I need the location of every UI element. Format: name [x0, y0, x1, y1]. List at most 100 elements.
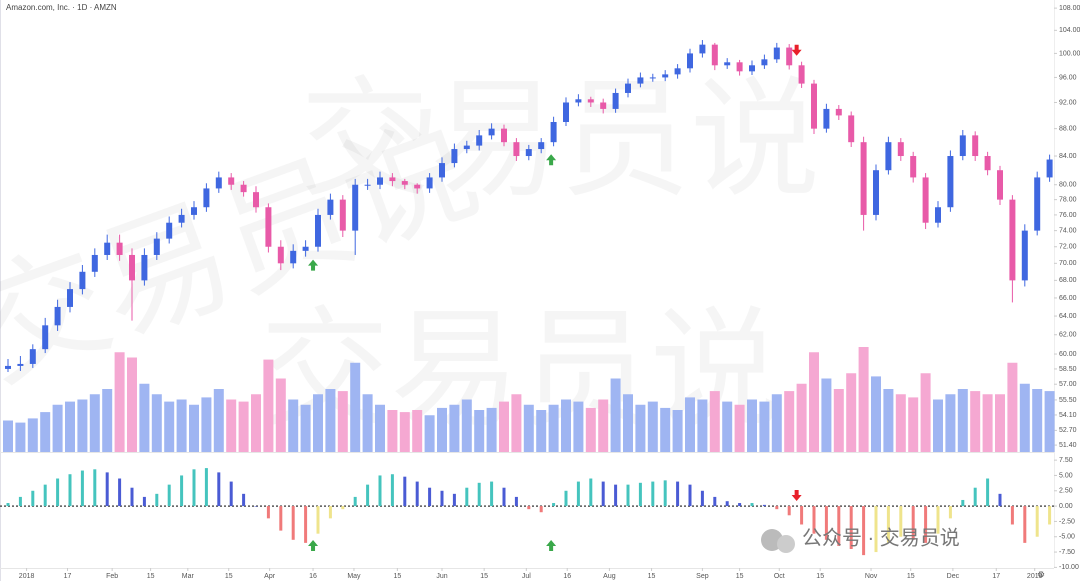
- oscillator-bar: [403, 476, 407, 507]
- volume-bar: [437, 407, 447, 452]
- x-tick-label: 16: [309, 573, 317, 580]
- x-tick-label: Sep: [696, 573, 709, 580]
- oscillator-bar: [948, 506, 952, 519]
- y-tick-label: 68.00: [1059, 277, 1077, 284]
- candle-body: [662, 74, 669, 78]
- candle-body: [141, 254, 148, 281]
- y-tick-label: -10.00: [1059, 564, 1079, 571]
- oscillator-bar: [390, 474, 394, 507]
- oscillator-bar: [564, 490, 568, 507]
- candle-body: [17, 363, 24, 366]
- candle-body: [1034, 177, 1041, 231]
- volume-bar: [771, 394, 782, 452]
- candle-body: [563, 102, 569, 122]
- candle-body: [389, 177, 396, 182]
- volume-bar: [623, 394, 633, 452]
- candle-body: [439, 163, 445, 178]
- oscillator-bar: [229, 481, 233, 507]
- volume-bar: [1019, 383, 1030, 452]
- y-tick-label: 2.50: [1059, 488, 1073, 495]
- candle-body: [104, 242, 111, 255]
- x-tick-label: 15: [816, 573, 824, 580]
- x-tick-label: Dec: [947, 573, 960, 580]
- y-tick-label: 72.00: [1059, 244, 1077, 251]
- volume-bar: [313, 394, 323, 452]
- candle-body: [1021, 230, 1028, 281]
- volume-bar: [499, 401, 509, 452]
- signal-arrow: [308, 259, 319, 271]
- oscillator-bar: [886, 506, 890, 543]
- oscillator-bar: [1023, 506, 1027, 543]
- y-tick-label: 88.00: [1059, 125, 1077, 132]
- volume-bar: [895, 394, 906, 452]
- oscillator-bar: [217, 472, 221, 507]
- volume-bar: [486, 407, 497, 452]
- signal-arrow: [546, 154, 557, 166]
- volume-bar: [474, 410, 485, 452]
- volume-bar: [201, 397, 212, 452]
- candle-body: [339, 199, 346, 231]
- candle-body: [525, 149, 532, 157]
- volume-bar: [759, 401, 770, 452]
- volume-bar: [52, 404, 63, 452]
- candle-body: [451, 149, 458, 164]
- volume-bar: [685, 397, 695, 452]
- y-tick-label: -2.50: [1059, 518, 1075, 525]
- volume-bar: [1032, 389, 1043, 452]
- volume-bar: [598, 399, 609, 452]
- oscillator-bar: [800, 506, 804, 525]
- candle-body: [29, 349, 36, 364]
- volume-bar: [697, 399, 708, 452]
- candle-body: [414, 184, 421, 189]
- y-tick-label: -7.50: [1059, 549, 1075, 556]
- volume-bar: [399, 412, 410, 452]
- candle-body: [873, 170, 879, 215]
- logo-text: 公众号 · 交易员说: [802, 526, 960, 549]
- volume-bar: [449, 404, 460, 452]
- oscillator-bar: [353, 496, 357, 507]
- oscillator-bar: [514, 496, 518, 507]
- volume-bar: [27, 418, 38, 452]
- candle-body: [947, 156, 954, 208]
- volume-bar: [226, 399, 237, 452]
- candle-body: [191, 207, 197, 215]
- volume-bar: [114, 352, 125, 452]
- oscillator-bar: [973, 487, 977, 507]
- volume-bar: [337, 391, 348, 452]
- oscillator-bar: [576, 481, 580, 507]
- oscillator-bar: [601, 481, 605, 507]
- volume-bar: [610, 378, 621, 452]
- oscillator-bar: [155, 493, 159, 507]
- x-tick-label: 15: [907, 573, 915, 580]
- candle-body: [253, 192, 259, 208]
- x-tick-label: Jul: [522, 573, 531, 580]
- oscillator-bar: [502, 487, 506, 507]
- candle-body: [811, 83, 817, 129]
- candle-body: [240, 184, 247, 193]
- y-tick-label: 55.50: [1059, 397, 1077, 404]
- candle-body: [910, 156, 917, 178]
- volume-bar: [15, 422, 26, 452]
- oscillator-bar: [1010, 506, 1014, 525]
- candle-body: [5, 365, 11, 369]
- candle-body: [575, 99, 582, 103]
- y-tick-label: 70.00: [1059, 260, 1077, 267]
- logo-icon: [777, 535, 795, 553]
- oscillator-bar: [56, 478, 60, 507]
- volume-bar: [176, 399, 187, 452]
- settings-icon[interactable]: ⚙: [1037, 569, 1045, 579]
- volume-bar: [970, 391, 981, 452]
- oscillator-bar: [291, 506, 295, 540]
- x-tick-label: 17: [992, 573, 1000, 580]
- volume-bar: [412, 410, 423, 452]
- x-tick-label: Aug: [603, 573, 616, 580]
- candle-body: [674, 68, 681, 75]
- candle-body: [377, 177, 383, 185]
- x-tick-label: 15: [225, 573, 233, 580]
- candle-body: [550, 121, 557, 143]
- volume-bar: [213, 389, 224, 452]
- candle-body: [1009, 199, 1016, 281]
- oscillator-bar: [700, 490, 704, 507]
- x-tick-label: 15: [147, 573, 155, 580]
- candle-body: [972, 135, 979, 157]
